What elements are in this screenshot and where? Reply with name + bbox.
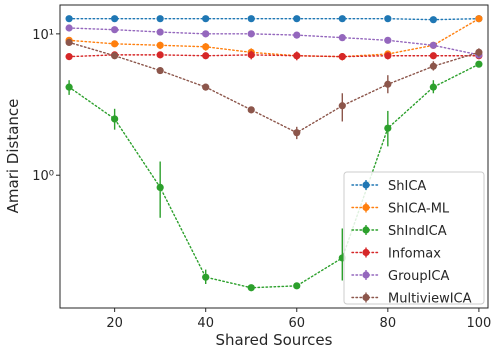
data-point <box>247 30 255 38</box>
legend-item: MultiviewICA <box>351 292 472 307</box>
data-point <box>202 30 210 38</box>
y-axis-label: Amari Distance <box>4 99 22 214</box>
y-tick-label: 10⁰ <box>32 169 54 184</box>
legend-box <box>343 171 485 305</box>
data-point <box>111 15 119 23</box>
x-tick-label: 20 <box>106 316 123 331</box>
y-axis: 10⁰ 10¹ <box>32 28 60 184</box>
data-point <box>202 43 210 51</box>
series-line <box>68 54 480 58</box>
data-point <box>65 38 73 47</box>
legend-marker <box>362 203 370 212</box>
data-point <box>293 15 301 23</box>
legend-label: Infomax <box>388 247 441 262</box>
y-tick-label: 10¹ <box>32 28 54 43</box>
data-point <box>429 83 437 91</box>
legend-item: Infomax <box>351 247 441 262</box>
plot-frame <box>59 4 489 309</box>
data-point <box>429 41 437 49</box>
data-point <box>202 52 210 60</box>
x-tick-label: 100 <box>466 316 491 331</box>
series-line <box>68 18 480 58</box>
series-line <box>68 18 480 21</box>
data-point <box>293 282 301 290</box>
data-point <box>475 15 483 23</box>
legend-label: ShICA <box>388 179 426 194</box>
data-point <box>202 83 210 91</box>
data-point <box>156 183 164 192</box>
series-line <box>68 63 480 289</box>
data-point <box>202 15 210 23</box>
legend-label: GroupICA <box>388 269 449 284</box>
x-axis: 20 40 60 80 100 <box>106 308 491 331</box>
legend-label: ShIndICA <box>388 224 447 239</box>
data-point <box>247 106 255 114</box>
series-multiviewica <box>65 38 483 140</box>
data-point <box>293 52 301 60</box>
series-line <box>68 27 480 56</box>
data-point <box>384 52 392 60</box>
series-groupica <box>65 24 483 59</box>
x-axis-label: Shared Sources <box>216 331 333 349</box>
data-point <box>111 115 119 123</box>
data-point <box>65 15 73 23</box>
data-point <box>338 102 346 110</box>
data-point <box>111 26 119 34</box>
data-point <box>202 273 210 281</box>
data-point <box>429 52 437 60</box>
legend-marker <box>362 226 370 234</box>
data-point <box>384 80 392 88</box>
data-point <box>65 83 73 91</box>
series-infomax <box>65 50 483 61</box>
legend-item: GroupICA <box>351 269 449 284</box>
x-tick-label: 40 <box>197 316 214 331</box>
legend-marker <box>362 248 370 257</box>
data-point <box>156 41 164 49</box>
legend: ShICA ShICA-ML ShIndICA Infomax GroupICA Mult… <box>343 171 485 307</box>
data-point <box>156 28 164 36</box>
data-point <box>293 129 301 137</box>
data-point <box>293 31 301 39</box>
data-point <box>338 53 346 61</box>
legend-label: ShICA-ML <box>388 202 450 217</box>
data-point <box>429 62 437 70</box>
data-point <box>338 15 346 23</box>
data-point <box>247 51 255 59</box>
data-point <box>475 48 483 56</box>
data-point <box>475 60 483 68</box>
data-point <box>111 40 119 48</box>
data-point <box>338 34 346 42</box>
series-layer <box>65 15 483 292</box>
legend-item: ShICA <box>351 179 426 194</box>
data-point <box>65 24 73 32</box>
data-point <box>384 36 392 44</box>
legend-marker <box>362 181 370 189</box>
legend-marker <box>362 271 370 279</box>
x-tick-label: 60 <box>288 316 305 331</box>
series-line <box>68 41 480 134</box>
data-point <box>384 124 392 132</box>
data-point <box>156 66 164 75</box>
data-point <box>156 15 164 23</box>
legend-label: MultiviewICA <box>388 292 472 307</box>
legend-item: ShIndICA <box>351 224 447 239</box>
data-point <box>156 51 164 59</box>
data-point <box>247 284 255 292</box>
legend-marker <box>362 293 370 302</box>
data-point <box>247 15 255 23</box>
series-shindica <box>65 60 483 292</box>
legend-item: ShICA-ML <box>351 202 450 217</box>
data-point <box>65 53 73 61</box>
data-point <box>429 16 437 24</box>
x-tick-label: 80 <box>380 316 397 331</box>
data-point <box>384 15 392 23</box>
data-point <box>111 52 119 60</box>
